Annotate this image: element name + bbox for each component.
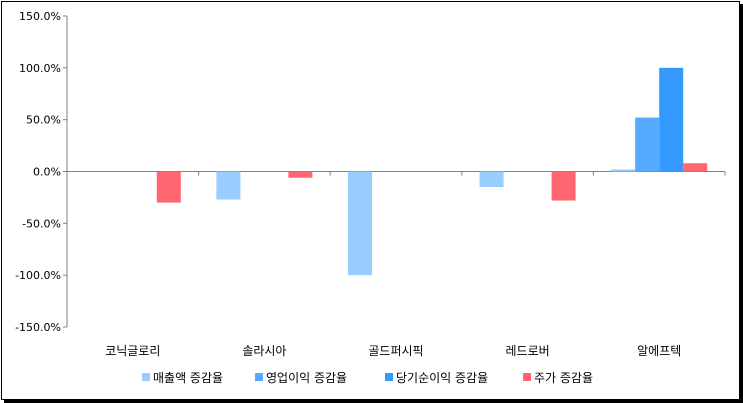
legend-label: 주가 증감율 bbox=[534, 371, 593, 385]
category-label: 알에프텍 bbox=[637, 344, 681, 358]
legend-label: 당기순이익 증감율 bbox=[396, 371, 488, 385]
legend-swatch bbox=[385, 373, 393, 381]
legend: 매출액 증감율 영업이익 증감율 당기순이익 증감율 주가 증감율 bbox=[142, 371, 593, 385]
category-label: 솔라시아 bbox=[242, 344, 286, 358]
bar bbox=[635, 117, 660, 172]
y-tick-label: -150.0% bbox=[15, 321, 61, 334]
legend-swatch bbox=[142, 373, 150, 381]
bar bbox=[551, 171, 576, 201]
legend-swatch bbox=[255, 373, 263, 381]
category-label: 코닉글로리 bbox=[105, 344, 160, 358]
bar bbox=[611, 169, 636, 172]
y-tick-label: -50.0% bbox=[22, 217, 61, 230]
category-label: 골드퍼시픽 bbox=[368, 344, 423, 358]
bar bbox=[156, 171, 181, 203]
y-axis: 150.0% 100.0% 50.0% 0.0% -50.0% -100.0% -150.0… bbox=[15, 10, 68, 334]
y-tick-label: 150.0% bbox=[19, 10, 61, 23]
bar bbox=[216, 171, 241, 200]
y-tick-label: 0.0% bbox=[33, 166, 61, 179]
y-tick-label: -100.0% bbox=[15, 269, 61, 282]
legend-label: 영업이익 증감율 bbox=[266, 371, 347, 385]
bar bbox=[659, 67, 684, 172]
y-tick-label: 50.0% bbox=[26, 114, 61, 127]
legend-swatch bbox=[523, 373, 531, 381]
bar bbox=[479, 171, 504, 188]
bars bbox=[156, 67, 708, 276]
bar bbox=[348, 171, 372, 276]
bar bbox=[683, 163, 708, 172]
bar bbox=[288, 171, 313, 178]
y-tick-label: 100.0% bbox=[19, 62, 61, 75]
legend-label: 매출액 증감율 bbox=[153, 371, 223, 385]
category-label: 레드로버 bbox=[506, 344, 550, 358]
